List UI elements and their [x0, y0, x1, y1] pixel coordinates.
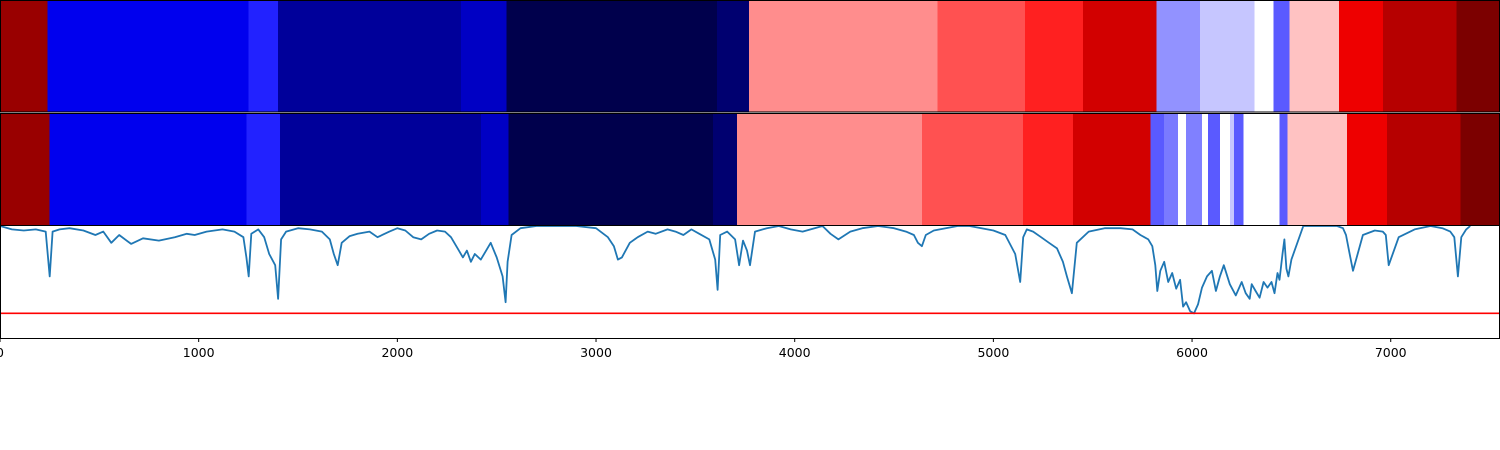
heatmap-cell — [49, 113, 247, 225]
heatmap-cell — [1287, 113, 1348, 225]
heatmap-cell — [47, 0, 249, 112]
heatmap-cell — [1279, 113, 1289, 225]
heatmap-cell — [1178, 113, 1187, 225]
heatmap-cell — [937, 0, 1026, 112]
heatmap-cell — [1150, 113, 1165, 225]
heatmap-cell — [1186, 113, 1203, 225]
x-tick-label: 2000 — [381, 345, 413, 360]
heatmap-cell — [1229, 113, 1235, 225]
heatmap-cell — [1207, 113, 1221, 225]
x-tick-label: 7000 — [1375, 345, 1407, 360]
heatmap-rows — [0, 0, 1500, 225]
x-axis: 0 1000 2000 3000 4000 5000 6000 7000 — [0, 338, 1407, 360]
heatmap-cell — [1219, 113, 1231, 225]
heatmap-cell — [1386, 113, 1461, 225]
heatmap-cell — [1023, 113, 1074, 225]
series-line — [0, 225, 1471, 315]
heatmap-cell — [1273, 0, 1291, 112]
x-tick-label: 6000 — [1176, 345, 1208, 360]
heatmap-cell — [0, 0, 49, 112]
heatmap-cell — [278, 0, 462, 112]
heatmap-cell — [1025, 0, 1084, 112]
heatmap-cell — [1347, 113, 1388, 225]
heatmap-cell — [1201, 113, 1209, 225]
x-tick-label: 5000 — [977, 345, 1009, 360]
x-tick-label: 0 — [0, 345, 4, 360]
heatmap-cell — [717, 0, 750, 112]
heatmap-cell — [1460, 113, 1500, 225]
x-tick-label: 1000 — [183, 345, 215, 360]
heatmap-cell — [1289, 0, 1340, 112]
heatmap-cell — [506, 0, 718, 112]
heatmap-cell — [1082, 0, 1157, 112]
heatmap-cell — [508, 113, 714, 225]
heatmap-cell — [921, 113, 1024, 225]
heatmap-cell — [248, 0, 279, 112]
heatmap-row-2 — [0, 113, 1500, 225]
heatmap-cell — [1200, 0, 1256, 112]
heatmap-cell — [1254, 0, 1275, 112]
heatmap-cell — [1456, 0, 1500, 112]
heatmap-cell — [1072, 113, 1151, 225]
heatmap-cell — [1156, 0, 1201, 112]
heatmap-cell — [460, 0, 508, 112]
heatmap-cell — [713, 113, 738, 225]
heatmap-cell — [280, 113, 482, 225]
heatmap-cell — [1339, 0, 1384, 112]
heatmap-cell — [1164, 113, 1179, 225]
heatmap-cell — [246, 113, 281, 225]
x-tick-label: 4000 — [779, 345, 811, 360]
heatmap-cell — [480, 113, 510, 225]
line-panel-background — [0, 226, 1500, 338]
heatmap-cell — [749, 0, 939, 112]
heatmap-cell — [1243, 113, 1281, 225]
heatmap-row-1 — [0, 0, 1500, 112]
heatmap-cell — [1233, 113, 1245, 225]
line-panel — [0, 225, 1500, 338]
heatmap-cell — [0, 113, 51, 225]
heatmap-cell — [1382, 0, 1457, 112]
x-tick-label: 3000 — [580, 345, 612, 360]
heatmap-cell — [737, 113, 923, 225]
